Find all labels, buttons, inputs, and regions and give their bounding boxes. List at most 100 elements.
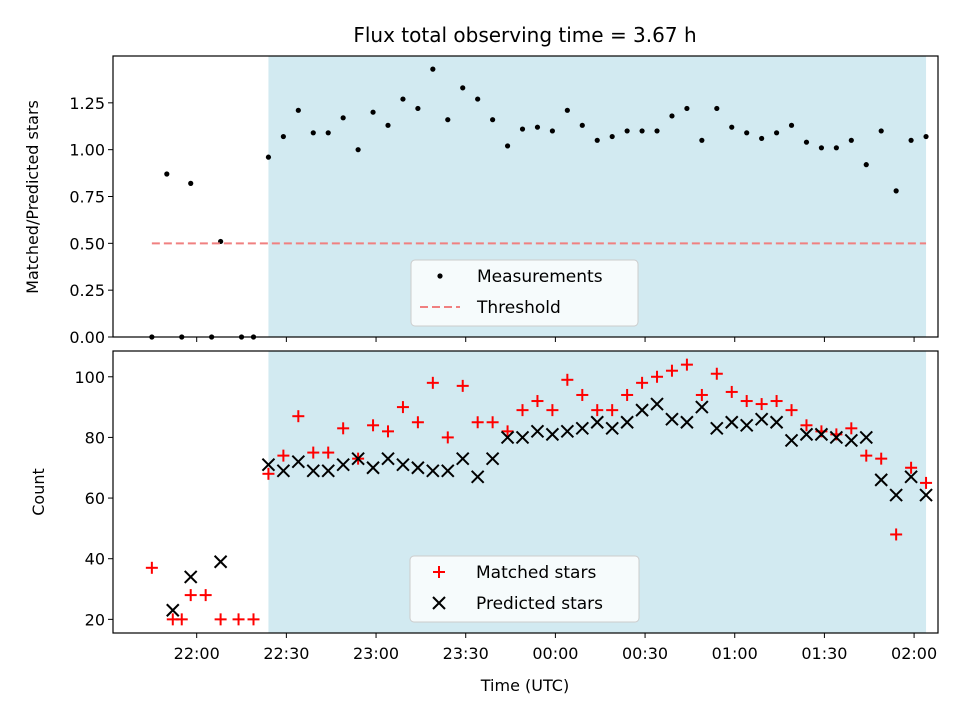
matched-stars-point xyxy=(710,367,723,380)
measurements-point xyxy=(654,128,660,134)
measurements-point xyxy=(908,137,914,143)
count-axes-frame xyxy=(112,350,939,634)
predicted-stars-point xyxy=(470,470,485,484)
matched-stars-point xyxy=(591,404,604,417)
matched-stars-point xyxy=(755,398,768,411)
predicted-stars-point xyxy=(859,430,873,445)
measurements-point xyxy=(848,137,854,143)
matched-stars-point xyxy=(785,404,798,417)
y-tick-label: 80 xyxy=(85,428,105,447)
measurements-point xyxy=(188,180,194,186)
matched-stars-point xyxy=(695,388,708,401)
matched-stars-point xyxy=(920,476,933,489)
predicted-stars-point xyxy=(351,451,365,466)
y-tick-label: 20 xyxy=(85,610,105,629)
predicted-stars-point xyxy=(500,430,515,445)
measurements-point xyxy=(504,143,511,149)
x-tick-label: 01:30 xyxy=(801,644,847,663)
predicted-stars-point xyxy=(366,461,380,475)
predicted-stars-point xyxy=(381,451,395,466)
measurements-point xyxy=(684,105,690,112)
y-tick-label: 0.00 xyxy=(69,328,105,347)
measurements-point xyxy=(370,109,376,115)
y-tick-label: 1.25 xyxy=(69,94,105,113)
ratio-panel: Flux total observing time = 3.67 h 0.00 0… xyxy=(23,23,939,347)
measurements-point xyxy=(744,130,750,136)
matched-stars-point xyxy=(651,370,664,383)
measurements-point xyxy=(923,133,929,140)
matched-stars-point xyxy=(277,449,290,462)
x-tick-label: 23:00 xyxy=(353,644,399,663)
matched-stars-point xyxy=(337,422,350,435)
measurements-point xyxy=(340,115,346,121)
measurements-point xyxy=(773,130,780,136)
predicted-stars-point xyxy=(575,421,590,436)
matched-stars-point xyxy=(531,395,544,408)
matched-stars-point xyxy=(486,416,499,429)
matched-stars-point xyxy=(905,461,918,474)
y-tick-label: 0.75 xyxy=(69,188,105,207)
predicted-stars-point xyxy=(441,464,455,478)
y-tick-label: 1.00 xyxy=(69,141,105,160)
count-marks xyxy=(145,358,933,626)
predicted-stars-point xyxy=(291,454,306,469)
measurements-point xyxy=(863,162,869,168)
predicted-stars-legend-marker xyxy=(432,596,446,610)
matched-stars-point xyxy=(396,401,409,414)
threshold-legend-label: Threshold xyxy=(476,298,561,318)
measurements-point xyxy=(415,105,421,112)
predicted-stars-point xyxy=(650,397,664,411)
measurements-point xyxy=(803,139,810,145)
predicted-stars-legend-label: Predicted stars xyxy=(476,594,603,614)
predicted-stars-point xyxy=(829,430,844,445)
matched-stars-point xyxy=(367,419,380,432)
predicted-stars-point xyxy=(725,415,739,429)
measurements-point xyxy=(445,117,451,123)
measurements-point xyxy=(609,133,615,140)
x-axis-label: Time (UTC) xyxy=(480,676,569,695)
measurements-point xyxy=(579,122,585,128)
matched-stars-point xyxy=(890,528,903,541)
predicted-stars-point xyxy=(904,470,918,484)
predicted-stars-point xyxy=(695,400,709,414)
predicted-stars-point xyxy=(844,433,859,448)
predicted-stars-point xyxy=(680,415,694,429)
predicted-stars-point xyxy=(889,488,903,502)
y-tick-label: 100 xyxy=(74,368,105,387)
measurements-point xyxy=(729,124,735,130)
count-panel: 20 40 60 80 100 22:00 22:30 23:00 23:30 00:00 00:… xyxy=(29,350,939,695)
matched-stars-point xyxy=(621,388,634,401)
measurements-legend-marker xyxy=(437,273,443,279)
x-tick-label: 02:00 xyxy=(891,644,937,663)
measurements-point xyxy=(280,133,286,140)
predicted-stars-point xyxy=(261,458,276,472)
matched-stars-point xyxy=(232,613,245,626)
predicted-stars-point xyxy=(411,461,425,475)
predicted-stars-point xyxy=(739,418,754,432)
chart-title: Flux total observing time = 3.67 h xyxy=(353,23,696,47)
measurements-point xyxy=(519,126,526,132)
measurements-point xyxy=(624,128,630,134)
matched-stars-point xyxy=(546,404,559,417)
matched-stars-point xyxy=(636,376,649,389)
predicted-stars-point xyxy=(665,412,679,426)
ratio-x-ticks xyxy=(196,337,915,342)
matched-stars-point xyxy=(501,425,514,438)
count-x-ticks: 22:00 22:30 23:00 23:30 00:00 00:30 01:00 01:30… xyxy=(174,633,937,663)
predicted-stars-point xyxy=(605,421,619,436)
count-y-ticks: 20 40 60 80 100 xyxy=(74,368,113,629)
predicted-stars-point xyxy=(166,603,180,617)
measurements-point xyxy=(265,154,272,160)
measurements-point xyxy=(669,113,675,119)
measurements-point xyxy=(714,105,720,112)
matched-stars-point xyxy=(576,388,589,401)
matched-stars-point xyxy=(441,431,454,444)
x-tick-label: 00:00 xyxy=(532,644,578,663)
measurements-point xyxy=(639,128,645,134)
measurements-point xyxy=(295,107,301,113)
predicted-stars-point xyxy=(545,427,560,442)
predicted-stars-point xyxy=(590,415,604,429)
predicted-stars-point xyxy=(620,415,634,429)
matched-stars-point xyxy=(875,452,888,465)
